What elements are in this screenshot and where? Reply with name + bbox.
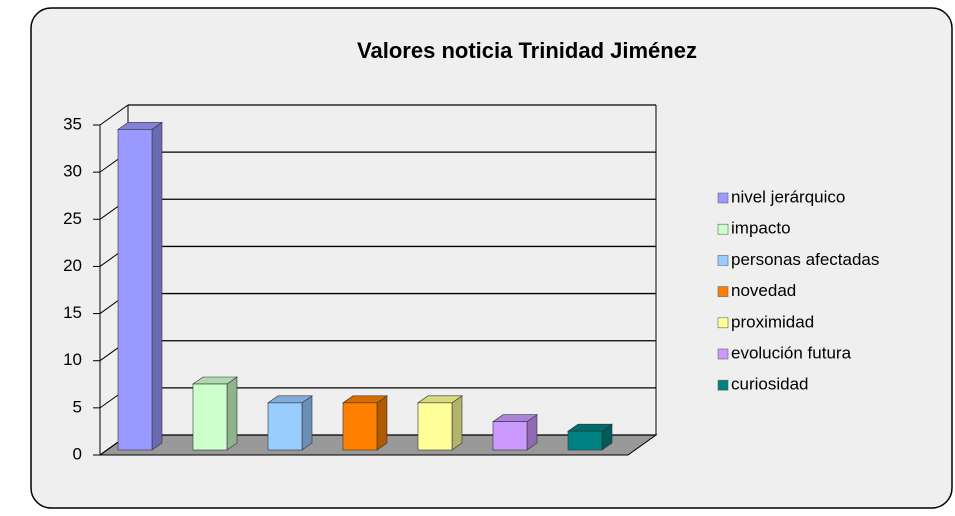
bar <box>192 383 228 451</box>
bar <box>267 402 303 451</box>
grid-line-side <box>99 104 129 126</box>
bar <box>492 421 528 451</box>
legend-swatch <box>717 223 729 235</box>
legend-label: impacto <box>731 219 791 238</box>
y-tick-label: 15 <box>63 303 82 322</box>
bar <box>417 402 453 451</box>
legend-label: proximidad <box>731 312 814 331</box>
y-tick-label: 10 <box>63 350 82 369</box>
bar <box>567 430 603 451</box>
y-tick-label: 20 <box>63 256 82 275</box>
bar-side <box>226 376 238 451</box>
legend-label: evolución futura <box>731 343 852 362</box>
bar <box>117 129 153 451</box>
legend-swatch <box>717 255 729 266</box>
bar <box>342 402 378 451</box>
legend-label: nivel jerárquico <box>731 187 845 206</box>
legend-swatch <box>717 348 729 360</box>
y-tick-label: 0 <box>73 444 82 463</box>
y-tick-label: 30 <box>63 162 82 181</box>
bar-side <box>376 395 388 451</box>
legend-label: novedad <box>731 281 796 300</box>
y-tick-label: 25 <box>63 209 82 228</box>
bar-side <box>151 121 163 451</box>
y-tick-label: 35 <box>63 114 82 133</box>
y-tick-label: 5 <box>73 397 82 416</box>
legend-swatch <box>717 192 729 204</box>
bar-side <box>301 395 313 451</box>
legend-swatch <box>717 286 729 297</box>
legend-label: personas afectadas <box>731 250 879 269</box>
bar-side <box>451 395 463 451</box>
chart-title: Valores noticia Trinidad Jiménez <box>357 38 697 63</box>
legend-swatch <box>717 317 729 329</box>
legend-swatch <box>717 379 729 391</box>
legend-label: curiosidad <box>731 375 809 394</box>
